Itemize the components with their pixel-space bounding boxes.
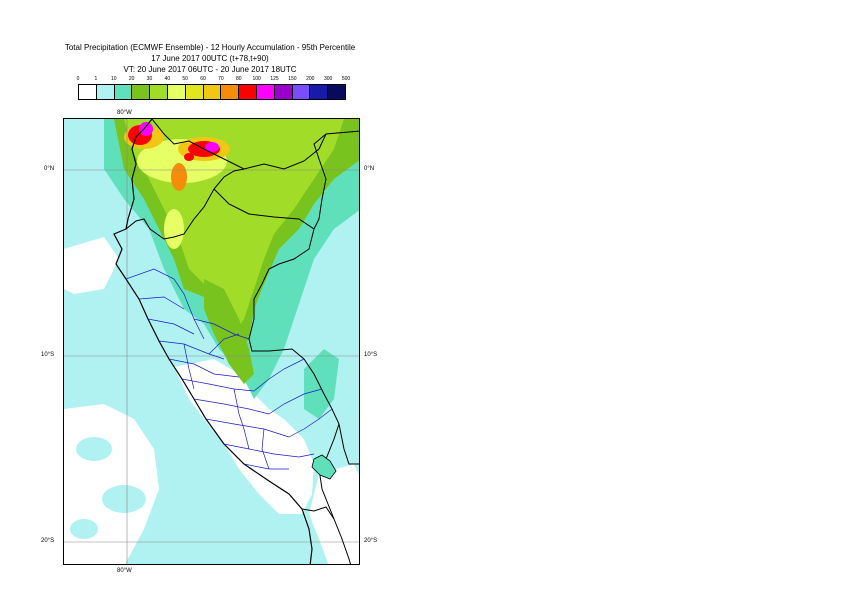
dry-area-coast [174,359,314,514]
legend-swatch [79,85,97,99]
border-peru-chile [301,506,335,520]
legend-tick-label: 30 [146,76,153,82]
lat-label-0-left: 0°N [44,166,55,172]
chart-base-time: 17 June 2017 00UTC (t+78,t+90) [151,54,269,63]
precip-field-magenta [205,142,219,152]
precip-field-orange [171,163,187,191]
ocean-patch [76,437,112,461]
precip-field-red [184,153,194,161]
legend-tick-label: 80 [236,76,242,82]
lon-label-top: 80°W [117,110,132,116]
lat-label-20s-right: 20°S [364,538,378,544]
ocean-patch [102,485,146,513]
precip-field-yellow [164,209,184,249]
border-peru-bolivia [318,423,351,564]
legend-swatch [221,85,240,99]
chart-title: Total Precipitation (ECMWF Ensemble) - 1… [64,43,356,52]
legend-swatch [150,85,168,99]
legend-tick-label: 20 [128,76,135,82]
dry-area-northeast-ocean [64,237,119,294]
legend-swatch [274,85,293,99]
map-svg [64,119,359,564]
lat-label-20s-left: 20°S [41,538,55,544]
legend-tick-label: 50 [182,76,188,82]
legend-tick-label: 150 [288,76,297,82]
legend-swatch [132,85,151,99]
legend-swatch [256,85,275,99]
precipitation-map [63,118,360,565]
precip-field-teal-south [304,349,339,419]
legend-tick-label: 70 [218,76,224,82]
legend-swatch [96,85,115,99]
lon-label-bottom: 80°W [117,568,132,574]
precipitation-legend [78,84,346,100]
border-colombia-peru [213,188,315,340]
precip-field-magenta [139,122,153,136]
legend-swatch [328,85,345,99]
legend-swatch [239,85,257,99]
legend-swatch [114,85,133,99]
legend-swatch [292,85,311,99]
coastline [113,119,313,564]
legend-tick-label: 40 [164,76,171,82]
legend-tick-label: 60 [200,76,206,82]
border-colombia-brazil [313,133,327,230]
legend-tick-label: 0 [76,76,80,82]
legend-swatch [185,85,204,99]
legend-tick-label: 125 [270,76,279,82]
legend-tick-label: 100 [252,76,261,82]
lat-label-10s-left: 10°S [41,352,55,358]
lat-label-0-right: 0°N [364,166,375,172]
ocean-patch [70,519,98,539]
legend-swatch [167,85,186,99]
legend-tick-label: 300 [323,76,333,82]
border-ecuador-peru [125,168,245,240]
lake-titicaca [311,454,337,480]
legend-tick-label: 1 [94,76,98,82]
legend-swatch [310,85,329,99]
chart-valid-time: VT: 20 June 2017 06UTC - 20 June 2017 18… [123,65,297,74]
border-peru-brazil [248,338,359,465]
legend-tick-label: 10 [110,76,117,82]
regional-borders [125,268,333,470]
lat-label-10s-right: 10°S [364,352,378,358]
legend-tick-label: 500 [341,76,351,82]
legend-tick-label: 200 [306,76,315,82]
legend-swatch [203,85,222,99]
